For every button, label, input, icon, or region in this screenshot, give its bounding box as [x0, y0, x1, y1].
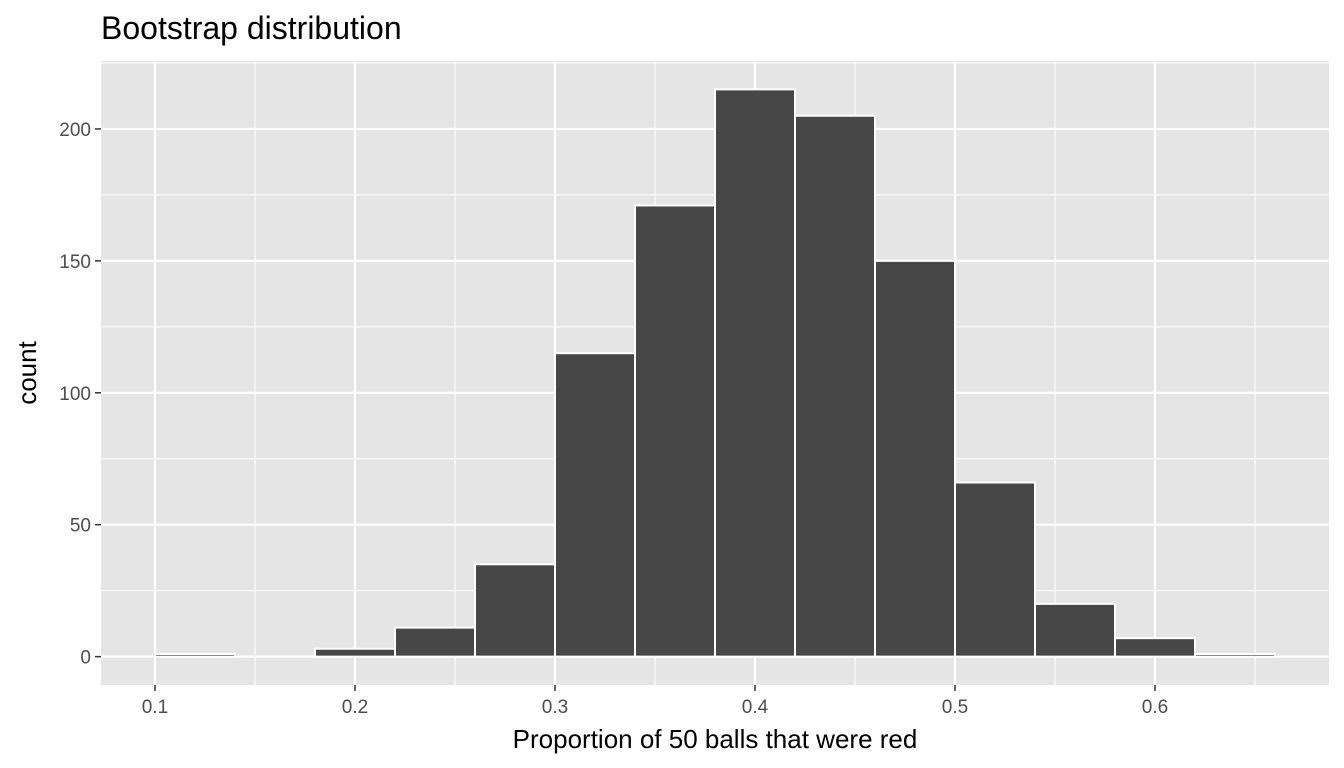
x-tick-label: 0.6 [1142, 697, 1168, 718]
histogram-bar-4 [394, 626, 476, 658]
y-tick-label: 150 [59, 252, 91, 273]
y-tick-label: 50 [70, 516, 91, 537]
histogram-bar-5 [474, 563, 556, 658]
histogram-bar-13 [1114, 637, 1196, 658]
histogram-bar-1 [154, 652, 236, 658]
y-tick-label: 0 [80, 648, 91, 669]
histogram-bar-14 [1194, 652, 1276, 658]
y-tick-label: 200 [59, 120, 91, 141]
histogram-bar-6 [554, 352, 636, 658]
x-tick-label: 0.5 [942, 697, 968, 718]
histogram-bar-10 [874, 259, 956, 658]
histogram-bar-3 [314, 647, 396, 658]
histogram-bar-9 [794, 114, 876, 658]
y-axis-ticks: 0 50 100 150 200 [59, 120, 101, 669]
x-tick-label: 0.3 [542, 697, 568, 718]
y-tick-label: 100 [59, 384, 91, 405]
histogram-bars [154, 88, 1276, 658]
x-axis-ticks: 0.1 0.2 0.3 0.4 0.5 0.6 [142, 685, 1168, 718]
x-tick-label: 0.1 [142, 697, 168, 718]
chart-title: Bootstrap distribution [101, 10, 402, 46]
x-tick-label: 0.4 [742, 697, 769, 718]
histogram-bar-8 [714, 88, 796, 658]
y-axis-title: count [12, 340, 42, 404]
histogram-bar-7 [634, 204, 716, 658]
x-tick-label: 0.2 [342, 697, 368, 718]
histogram-bar-12 [1034, 602, 1116, 658]
histogram-bar-11 [954, 481, 1036, 658]
x-axis-title: Proportion of 50 balls that were red [513, 724, 918, 754]
